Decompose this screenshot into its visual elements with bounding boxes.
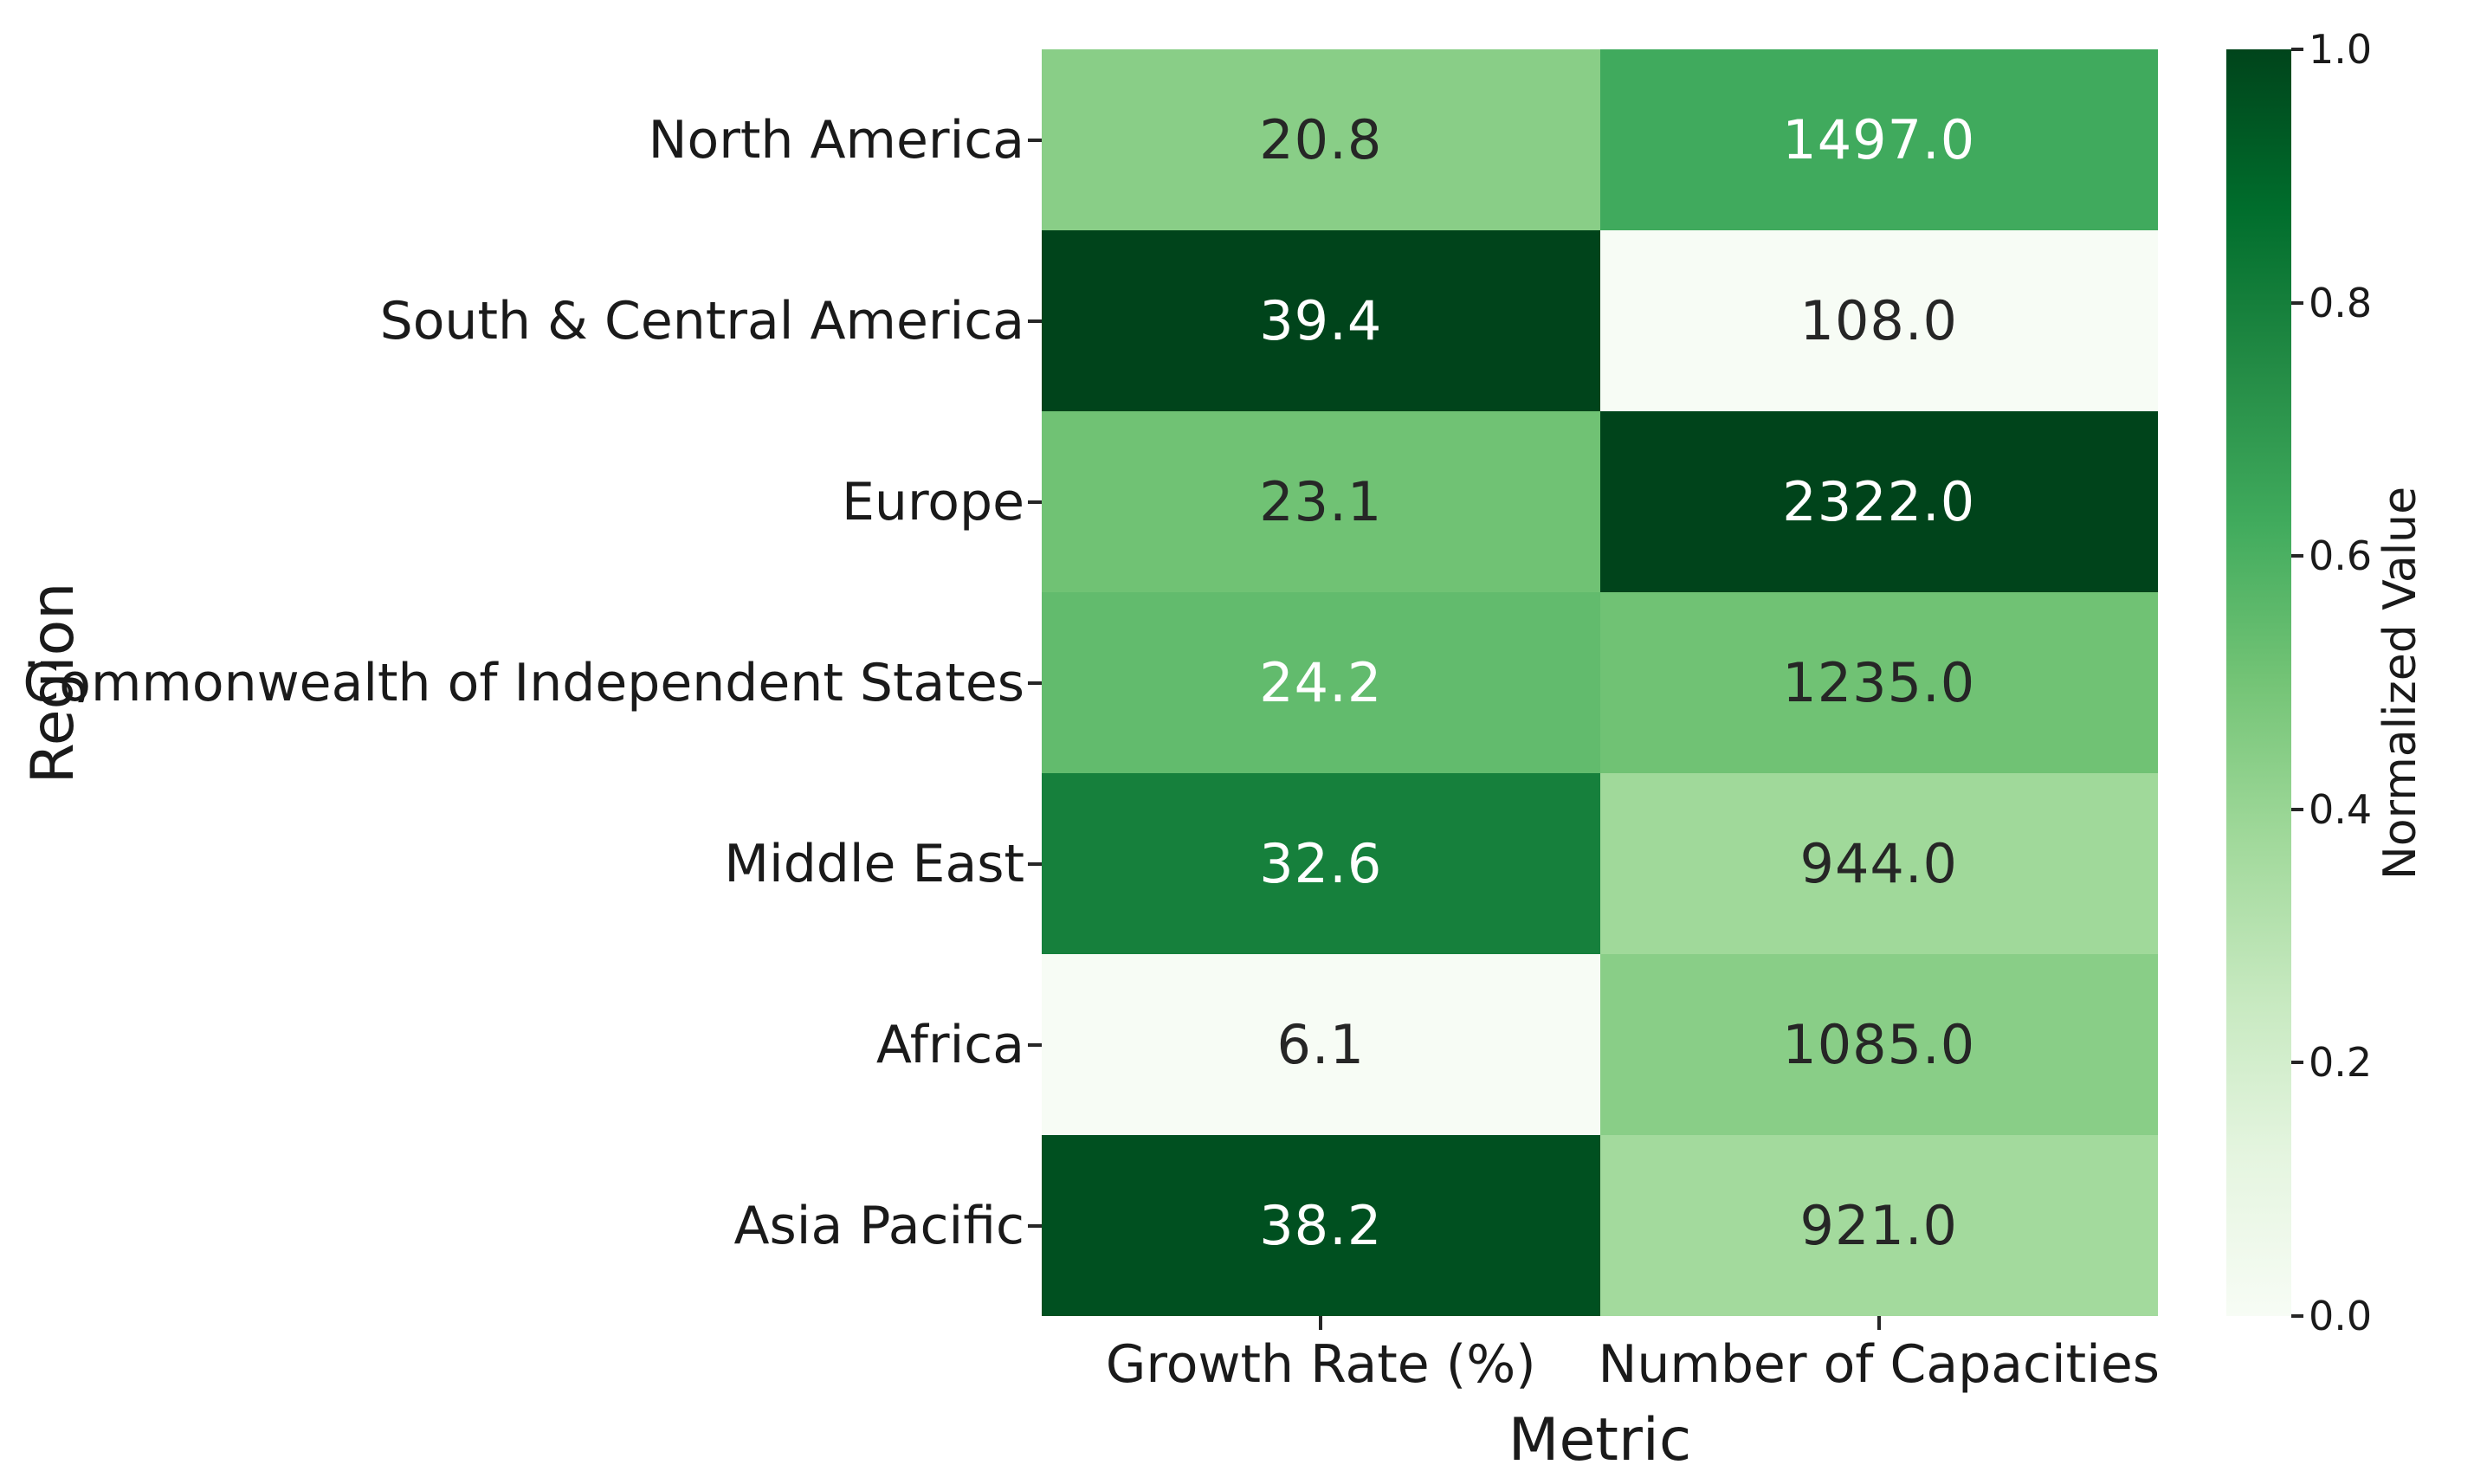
heatmap-cell: 108.0: [1599, 230, 2158, 411]
y-tick-mark: [1028, 138, 1042, 142]
heatmap-cell: 1235.0: [1599, 592, 2158, 773]
cell-value: 108.0: [1799, 289, 1958, 352]
cell-value: 1235.0: [1782, 651, 1976, 714]
cell-value: 921.0: [1799, 1194, 1958, 1257]
colorbar-tick-mark: [2291, 1061, 2303, 1065]
y-tick-label: Commonwealth of Independent States: [23, 652, 1024, 713]
cell-value: 39.4: [1259, 289, 1383, 352]
colorbar-tick-label: 0.6: [2309, 532, 2373, 580]
x-tick-mark: [1319, 1316, 1323, 1330]
x-tick-label: Growth Rate (%): [1105, 1334, 1536, 1395]
heatmap-cell: 32.6: [1042, 773, 1600, 954]
heatmap-cell: 20.8: [1042, 49, 1600, 230]
heatmap-cell: 1497.0: [1599, 49, 2158, 230]
y-tick-label: Middle East: [724, 833, 1024, 894]
heatmap-cell: 1085.0: [1599, 954, 2158, 1135]
colorbar-tick-mark: [2291, 1314, 2303, 1318]
heatmap-cell: 38.2: [1042, 1135, 1600, 1316]
cell-value: 23.1: [1259, 470, 1383, 533]
y-tick-mark: [1028, 681, 1042, 685]
colorbar-tick-label: 0.4: [2309, 785, 2373, 833]
y-tick-label: North America: [648, 109, 1024, 171]
cell-value: 38.2: [1259, 1194, 1383, 1257]
heatmap-cell: 6.1: [1042, 954, 1600, 1135]
heatmap-grid: 20.8 1497.0 39.4 108.0 23.1 2322.0 24.2 1235.0 3…: [1042, 49, 2158, 1316]
heatmap-cell: 944.0: [1599, 773, 2158, 954]
x-tick-mark: [1876, 1316, 1881, 1330]
colorbar-tick-mark: [2291, 554, 2303, 558]
y-tick-mark: [1028, 500, 1042, 504]
y-tick-label: South & Central America: [379, 290, 1024, 352]
cell-value: 1497.0: [1782, 108, 1976, 171]
colorbar-tick-mark: [2291, 807, 2303, 811]
y-tick-mark: [1028, 319, 1042, 323]
x-axis-title: Metric: [1508, 1406, 1692, 1474]
heatmap-cell: 2322.0: [1599, 411, 2158, 592]
heatmap-cell: 24.2: [1042, 592, 1600, 773]
colorbar-tick-label: 0.2: [2309, 1039, 2373, 1087]
cell-value: 24.2: [1259, 651, 1383, 714]
colorbar-tick-mark: [2291, 300, 2303, 305]
colorbar-tick-label: 0.8: [2309, 279, 2373, 326]
y-tick-label: Asia Pacific: [733, 1195, 1024, 1256]
y-tick-mark: [1028, 1223, 1042, 1228]
x-tick-label: Number of Capacities: [1598, 1334, 2161, 1395]
y-tick-mark: [1028, 1042, 1042, 1047]
y-tick-label: Africa: [875, 1014, 1024, 1075]
cell-value: 32.6: [1259, 832, 1383, 895]
colorbar-tick-label: 1.0: [2309, 26, 2373, 73]
heatmap-cell: 23.1: [1042, 411, 1600, 592]
colorbar-tick-mark: [2291, 48, 2303, 51]
heatmap-cell: 39.4: [1042, 230, 1600, 411]
cell-value: 2322.0: [1782, 470, 1976, 533]
cell-value: 944.0: [1799, 832, 1958, 895]
cell-value: 6.1: [1276, 1013, 1366, 1076]
colorbar-title: Normalized Value: [2374, 486, 2426, 880]
colorbar: [2226, 49, 2291, 1316]
y-tick-label: Europe: [842, 471, 1024, 532]
cell-value: 20.8: [1259, 108, 1383, 171]
cell-value: 1085.0: [1782, 1013, 1976, 1076]
heatmap-cell: 921.0: [1599, 1135, 2158, 1316]
colorbar-tick-label: 0.0: [2309, 1293, 2373, 1339]
y-tick-mark: [1028, 861, 1042, 866]
